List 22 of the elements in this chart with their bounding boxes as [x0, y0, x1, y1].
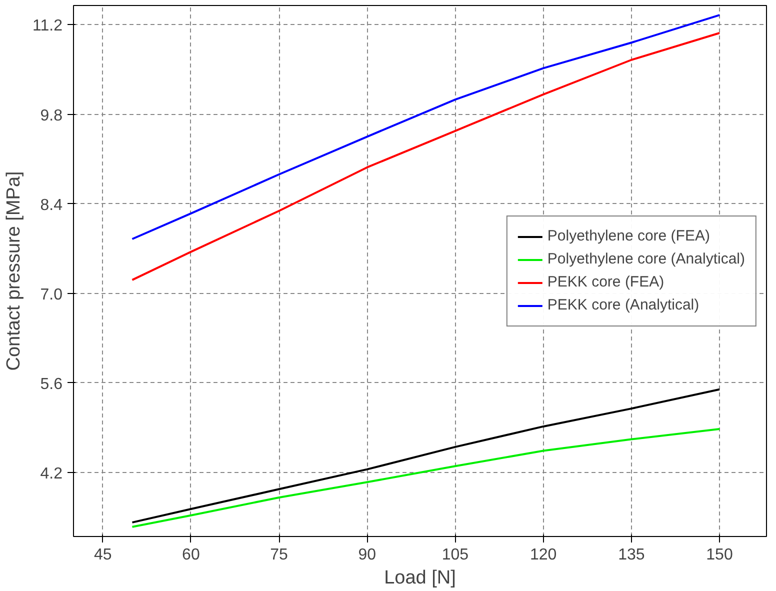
y-tick-label: 11.2	[32, 18, 63, 35]
x-tick-label: 120	[530, 546, 557, 564]
x-tick-label: 45	[94, 546, 112, 564]
x-tick-label: 75	[270, 546, 288, 564]
legend-label: PEKK core (Analytical)	[547, 296, 700, 314]
y-tick-label: 8.4	[40, 196, 63, 214]
x-tick-label: 105	[442, 546, 469, 564]
x-tick-label: 150	[706, 546, 733, 564]
y-tick-label: 5.6	[40, 376, 63, 393]
x-axis-title: Load [N]	[384, 568, 456, 588]
y-tick-label: 4.2	[40, 466, 63, 483]
y-tick-label: 7.0	[40, 286, 63, 304]
legend-label: PEKK core (FEA)	[547, 274, 664, 290]
y-axis-title: Contact pressure [MPa]	[4, 171, 25, 371]
x-tick-label: 90	[358, 546, 376, 564]
x-tick-label: 60	[182, 546, 200, 564]
line-series	[131, 388, 721, 524]
legend-label: Polyethylene core (Analytical)	[547, 250, 745, 268]
legend-label: Polyethylene core (FEA)	[547, 228, 710, 244]
line-series	[131, 428, 721, 528]
x-tick-label: 135	[618, 546, 645, 564]
y-tick-label: 9.8	[40, 107, 63, 124]
